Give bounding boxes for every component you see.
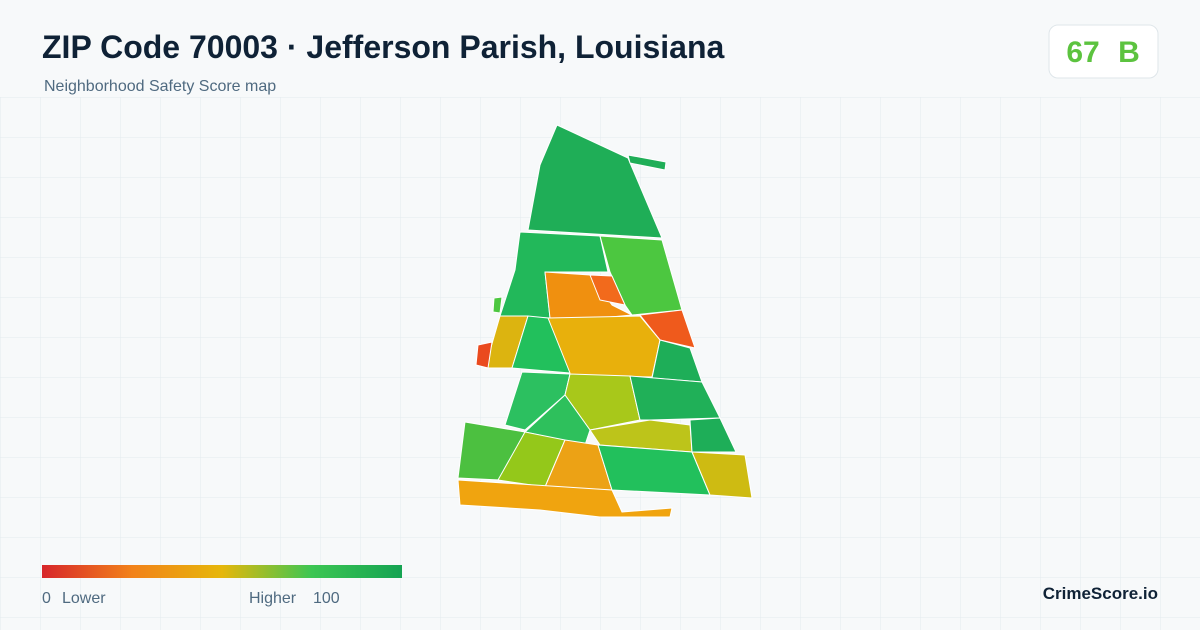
tract xyxy=(511,315,571,374)
tract xyxy=(475,341,493,369)
subtitle: Neighborhood Safety Score map xyxy=(44,78,276,95)
tract xyxy=(457,479,673,518)
title: ZIP Code 70003 · Jefferson Parish, Louis… xyxy=(42,29,725,65)
score-value: 67 xyxy=(1066,36,1099,69)
tract xyxy=(691,451,753,499)
tract xyxy=(589,274,626,306)
legend-min-label: Lower xyxy=(62,590,106,607)
score-badge xyxy=(1048,24,1159,79)
legend-max: 100 xyxy=(313,590,340,607)
zip-map xyxy=(457,124,753,518)
tract xyxy=(627,154,667,171)
legend-min: 0 xyxy=(42,590,51,607)
tract xyxy=(689,417,737,453)
tract xyxy=(564,373,641,431)
tract xyxy=(527,124,663,239)
brand: CrimeScore.io xyxy=(1043,584,1158,603)
tract xyxy=(504,371,571,431)
legend-max-label: Higher xyxy=(249,590,297,607)
score-grade: B xyxy=(1118,36,1140,69)
tract xyxy=(629,375,721,421)
legend-scale xyxy=(42,565,402,578)
tract xyxy=(492,296,503,314)
